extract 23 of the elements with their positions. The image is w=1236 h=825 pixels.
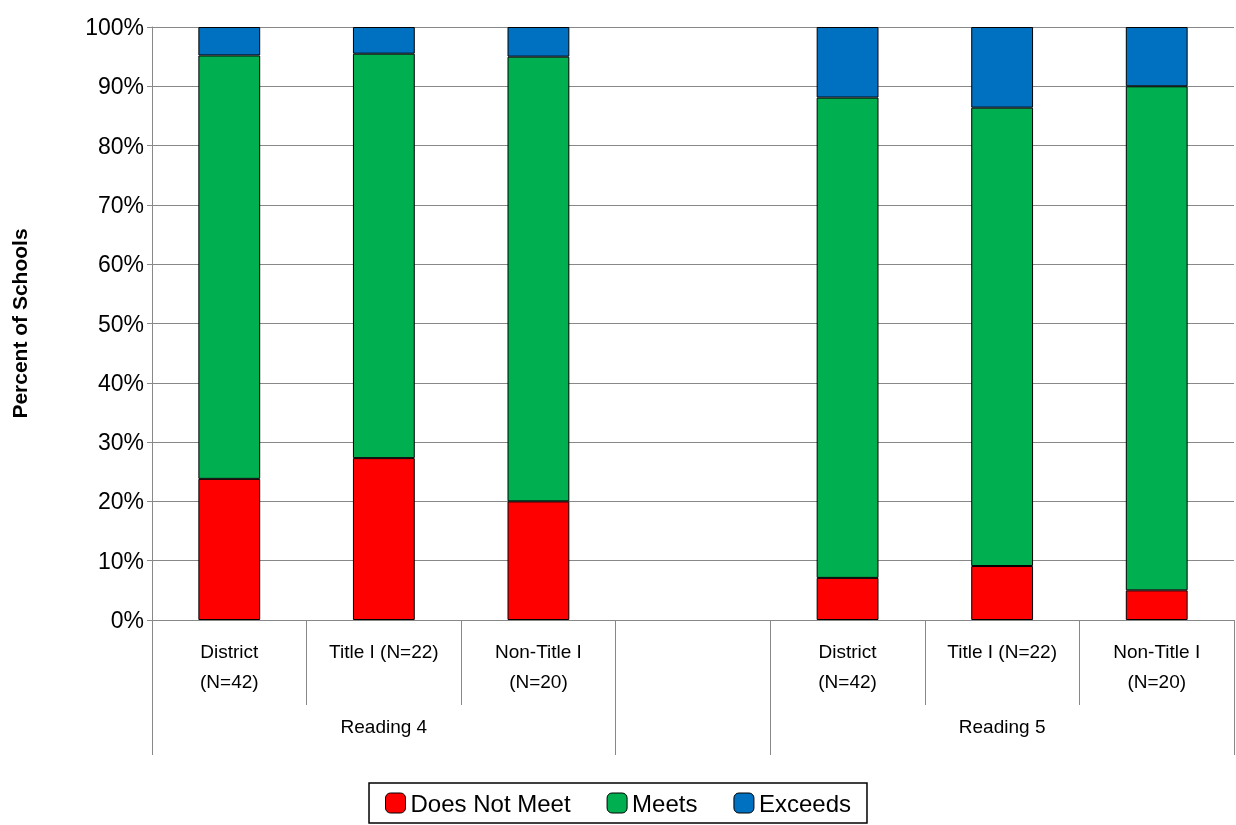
y-tick-label: 90% [97, 73, 144, 100]
y-tick-label: 70% [97, 191, 144, 218]
y-axis-title: Percent of Schools [8, 228, 31, 419]
legend-label: Does Not Meet [410, 789, 571, 817]
y-tick-label: 100% [85, 14, 144, 40]
x-tick-label: Title I (N=22) [329, 640, 439, 662]
y-tick-label: 60% [97, 251, 144, 278]
y-tick-label: 10% [97, 547, 144, 574]
y-tick-label: 0% [110, 607, 144, 633]
x-tick-label: Title I (N=22) [947, 640, 1057, 662]
text: Reading 4 [340, 716, 428, 737]
y-tick-label: 20% [97, 488, 144, 515]
y-tick-label: 40% [97, 369, 144, 396]
x-tick-label: Non-Title I (N=20) [494, 640, 582, 692]
text: Reading 5 [958, 716, 1046, 737]
x-tick-label: District (N=42) [199, 640, 260, 692]
x-tick-label: Non-Title I (N=20) [1113, 640, 1201, 692]
legend-label: Meets [632, 789, 698, 817]
x-tick-label: District (N=42) [818, 640, 878, 692]
y-tick-label: 30% [97, 429, 144, 456]
legend-label: Exceeds [758, 789, 851, 817]
y-tick-label: 50% [97, 310, 144, 337]
y-tick-label: 80% [97, 132, 144, 159]
